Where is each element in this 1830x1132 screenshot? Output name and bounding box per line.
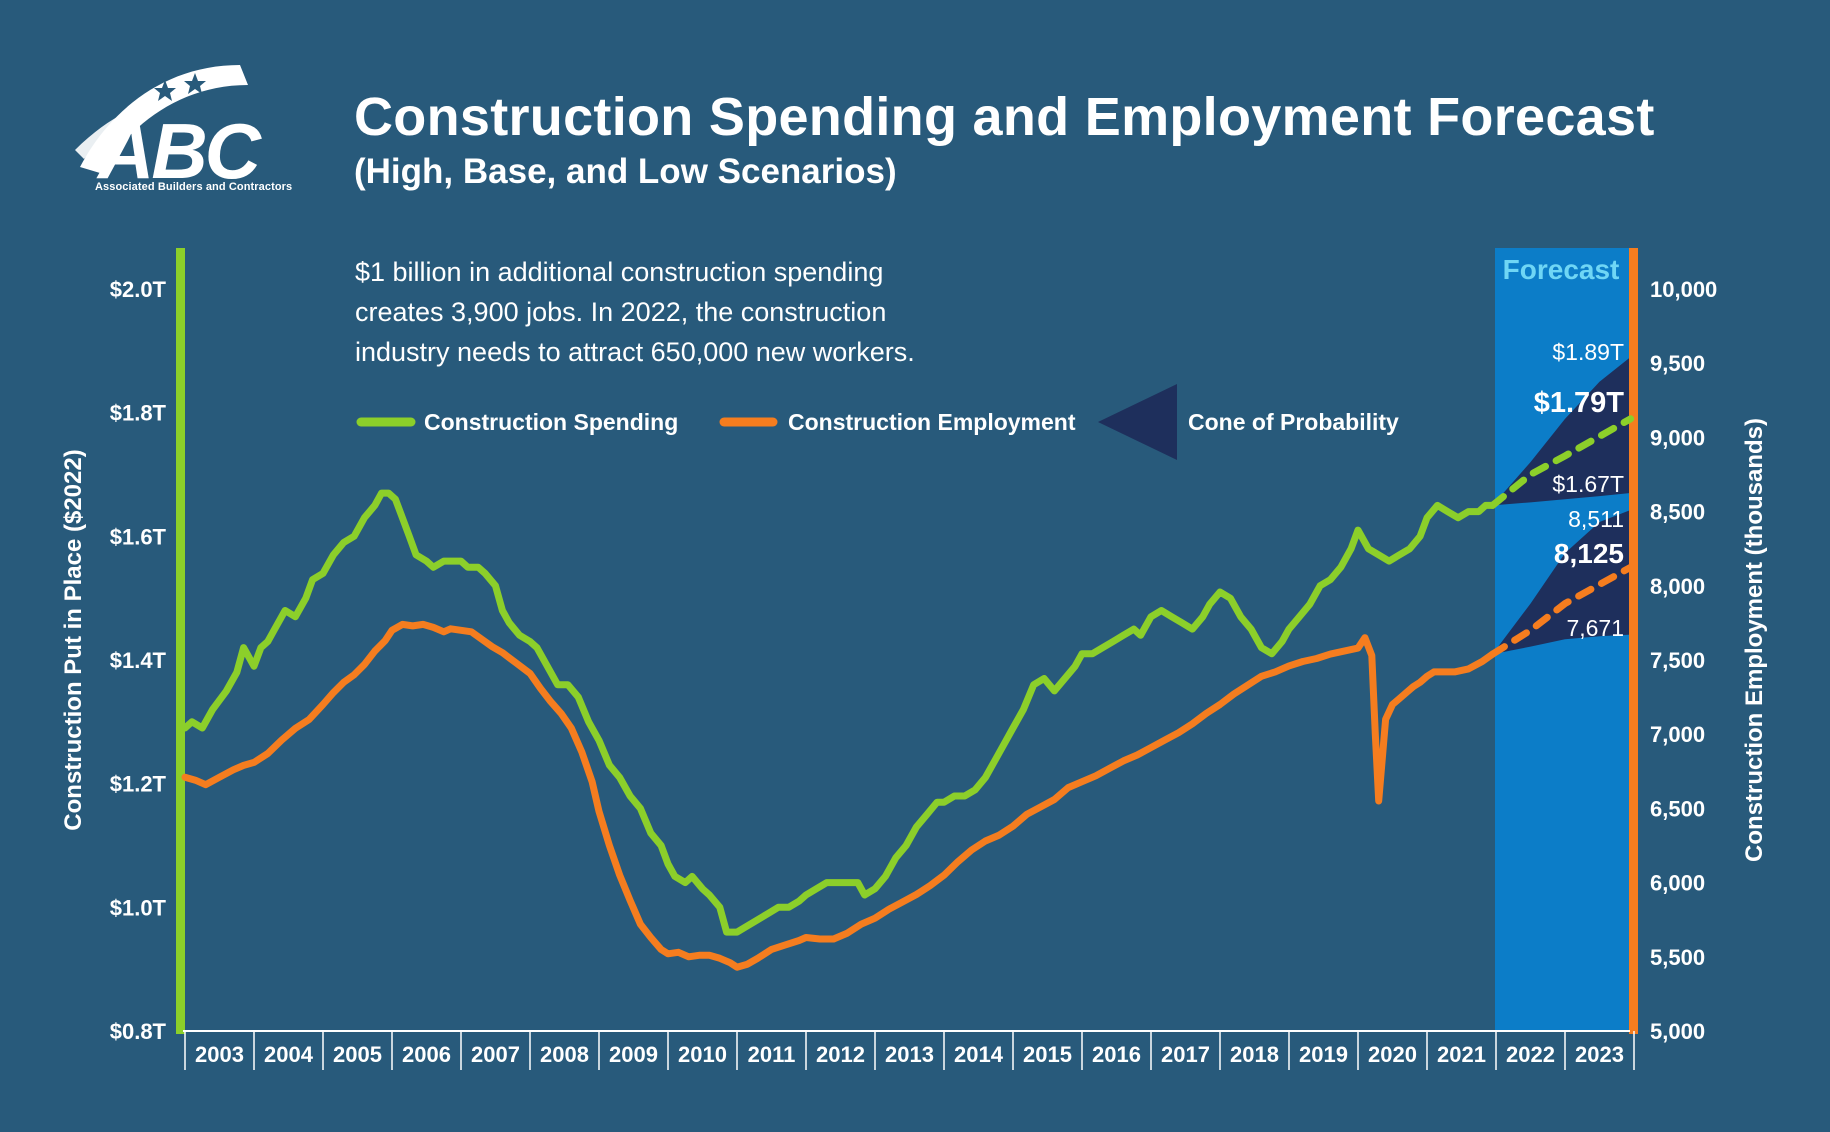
x-tick-label: 2023 (1575, 1042, 1624, 1067)
x-tick-label: 2010 (678, 1042, 727, 1067)
legend-label-spending: Construction Spending (424, 409, 678, 435)
left-tick-label: $0.8T (110, 1019, 167, 1044)
left-tick-label: $1.2T (110, 772, 167, 797)
series-line-construction-spending (181, 489, 1497, 936)
x-tick-label: 2005 (333, 1042, 382, 1067)
x-tick-label: 2007 (471, 1042, 520, 1067)
left-tick-label: $1.0T (110, 895, 167, 920)
right-tick-label: 9,000 (1650, 425, 1705, 450)
right-axis-line (1629, 248, 1638, 1034)
right-axis-ticks: 5,000 5,500 6,000 6,500 7,000 7,500 8,000 8,500… (1650, 277, 1717, 1044)
x-tick-label: 2020 (1368, 1042, 1417, 1067)
logo-flag-icon (75, 65, 248, 173)
x-tick-label: 2009 (609, 1042, 658, 1067)
x-tick-label: 2006 (402, 1042, 451, 1067)
left-tick-label: $1.8T (110, 401, 167, 426)
cone-of-probability-spending (1492, 357, 1631, 506)
left-tick-label: $1.4T (110, 648, 167, 673)
abc-logo: ABC (75, 65, 266, 195)
legend-label-cone: Cone of Probability (1188, 409, 1399, 435)
x-tick-label: 2021 (1437, 1042, 1486, 1067)
page-title: Construction Spending and Employment For… (354, 87, 1655, 147)
x-tick-label: 2015 (1023, 1042, 1072, 1067)
note-line: industry needs to attract 650,000 new wo… (355, 337, 915, 367)
right-tick-label: 9,500 (1650, 351, 1705, 376)
right-tick-label: 6,500 (1650, 796, 1705, 821)
legend-swatch-cone (1098, 384, 1177, 460)
x-tick-label: 2019 (1299, 1042, 1348, 1067)
x-tick-label: 2012 (816, 1042, 865, 1067)
annotation-employment-high: 8,511 (1568, 506, 1624, 532)
left-tick-label: $2.0T (110, 277, 167, 302)
annotation-employment-base: 8,125 (1554, 538, 1624, 569)
note-line: $1 billion in additional construction sp… (355, 257, 884, 287)
x-axis-ticks: 2003 2004 2005 2006 2007 2008 2009 2010 2011 2012… (184, 1031, 1635, 1070)
right-tick-label: 10,000 (1650, 277, 1717, 302)
right-tick-label: 5,500 (1650, 945, 1705, 970)
left-axis-ticks: $0.8T $1.0T $1.2T $1.4T $1.6T $1.8T $2.0T (110, 277, 167, 1044)
x-tick-label: 2003 (195, 1042, 244, 1067)
right-tick-label: 8,500 (1650, 500, 1705, 525)
annotation-note: $1 billion in additional construction sp… (355, 252, 915, 372)
annotation-spending-low: $1.67T (1552, 471, 1624, 497)
right-tick-label: 7,500 (1650, 648, 1705, 673)
x-tick-label: 2022 (1506, 1042, 1555, 1067)
right-tick-label: 6,000 (1650, 871, 1705, 896)
left-axis-line (176, 248, 185, 1034)
forecast-label: Forecast (1503, 254, 1620, 285)
left-tick-label: $1.6T (110, 524, 167, 549)
cone-of-probability-employment (1492, 509, 1631, 655)
annotation-employment-low: 7,671 (1566, 615, 1624, 641)
legend: Construction Spending Construction Emplo… (356, 384, 1399, 460)
x-tick-label: 2013 (885, 1042, 934, 1067)
logo-text: ABC (96, 107, 263, 195)
x-tick-label: 2018 (1230, 1042, 1279, 1067)
right-axis-title: Construction Employment (thousands) (1741, 418, 1768, 862)
right-tick-label: 5,000 (1650, 1019, 1705, 1044)
annotation-spending-base: $1.79T (1534, 387, 1625, 419)
x-tick-label: 2008 (540, 1042, 589, 1067)
legend-label-employment: Construction Employment (788, 409, 1076, 435)
series-line-construction-employment (181, 620, 1497, 971)
series-line-construction-employment-forecast (1489, 563, 1635, 658)
left-axis-title: Construction Put in Place ($2022) (60, 449, 87, 830)
series-line-construction-spending-forecast (1489, 415, 1635, 509)
page-subtitle: (High, Base, and Low Scenarios) (354, 152, 897, 191)
x-tick-label: 2017 (1161, 1042, 1210, 1067)
note-line: creates 3,900 jobs. In 2022, the constru… (355, 297, 887, 327)
x-tick-label: 2014 (954, 1042, 1004, 1067)
right-tick-label: 7,000 (1650, 722, 1705, 747)
logo-caption: Associated Builders and Contractors (95, 181, 293, 193)
right-tick-label: 8,000 (1650, 574, 1705, 599)
annotation-spending-high: $1.89T (1552, 339, 1624, 365)
x-tick-label: 2016 (1092, 1042, 1141, 1067)
x-tick-label: 2004 (264, 1042, 314, 1067)
x-tick-label: 2011 (748, 1042, 796, 1067)
